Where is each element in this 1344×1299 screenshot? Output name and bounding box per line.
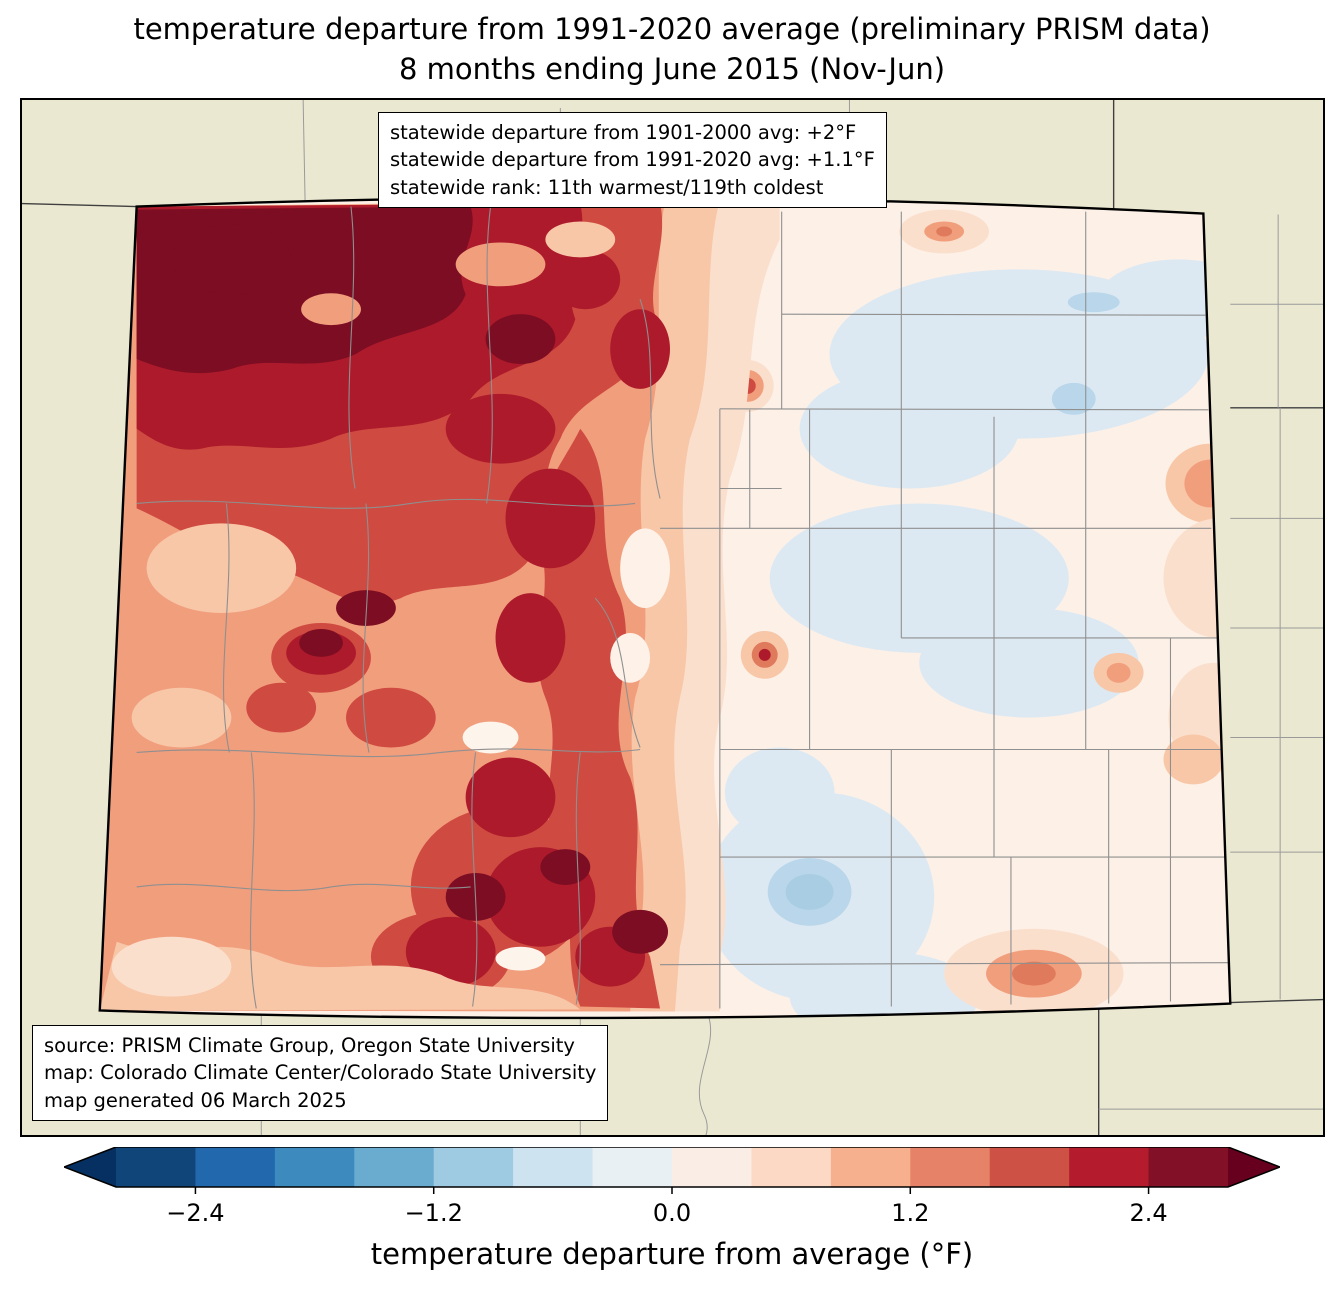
colorbar-over-arrow xyxy=(1228,1147,1280,1187)
colorbar-segment xyxy=(433,1147,514,1187)
colorbar-tick-label: 1.2 xyxy=(891,1199,930,1227)
map-frame: statewide departure from 1901-2000 avg: … xyxy=(20,98,1325,1137)
colorbar-tick-label: 2.4 xyxy=(1129,1199,1168,1227)
colorbar-segment xyxy=(1148,1147,1229,1187)
stats-line-1: statewide departure from 1901-2000 avg: … xyxy=(390,121,857,144)
colorbar xyxy=(64,1147,1280,1195)
colorbar-segment xyxy=(1069,1147,1150,1187)
colorbar-segment xyxy=(513,1147,594,1187)
colorbar-svg xyxy=(64,1147,1280,1194)
neighbor-state-borders xyxy=(22,100,1323,1135)
colorbar-segment xyxy=(830,1147,911,1187)
colorbar-ticks: −2.4 −1.2 0.0 1.2 2.4 xyxy=(64,1199,1280,1231)
stats-line-2: statewide departure from 1991-2020 avg: … xyxy=(390,148,875,172)
colorbar-axis-label: temperature departure from average (°F) xyxy=(370,1237,974,1271)
stats-box: statewide departure from 1901-2000 avg: … xyxy=(378,112,887,208)
colorbar-segment xyxy=(354,1147,435,1187)
stats-line-3: statewide rank: 11th warmest/119th colde… xyxy=(390,175,824,199)
contour-light-patches xyxy=(99,221,671,1011)
colorbar-segment xyxy=(116,1147,197,1187)
colorbar-segment xyxy=(672,1147,753,1187)
colorbar-segment xyxy=(195,1147,276,1187)
source-line-2: map: Colorado Climate Center/Colorado St… xyxy=(44,1061,597,1085)
source-line-3: map generated 06 March 2025 xyxy=(44,1088,347,1112)
colorbar-segment xyxy=(592,1147,673,1187)
contour-maroon-blobs xyxy=(136,206,669,954)
colorbar-segment xyxy=(751,1147,832,1187)
colorbar-under-arrow xyxy=(64,1147,116,1187)
colorbar-segment xyxy=(274,1147,355,1187)
source-box: source: PRISM Climate Group, Oregon Stat… xyxy=(32,1025,609,1121)
colorbar-tick-label: −1.2 xyxy=(404,1199,463,1227)
colorbar-outline xyxy=(64,1147,1280,1188)
colorbar-tick-label: 0.0 xyxy=(652,1199,692,1227)
source-line-1: source: PRISM Climate Group, Oregon Stat… xyxy=(44,1034,575,1058)
colorbar-segment xyxy=(989,1147,1070,1187)
county-lines xyxy=(136,206,1230,1009)
colorado-map-svg xyxy=(22,100,1323,1135)
contour-fill-layer xyxy=(99,197,1231,1018)
map-title-line2: 8 months ending June 2015 (Nov-Jun) xyxy=(398,52,946,86)
colorbar-segment xyxy=(910,1147,991,1187)
map-title-line1: temperature departure from 1991-2020 ave… xyxy=(133,12,1211,46)
colorbar-tick-label: −2.4 xyxy=(166,1199,225,1227)
